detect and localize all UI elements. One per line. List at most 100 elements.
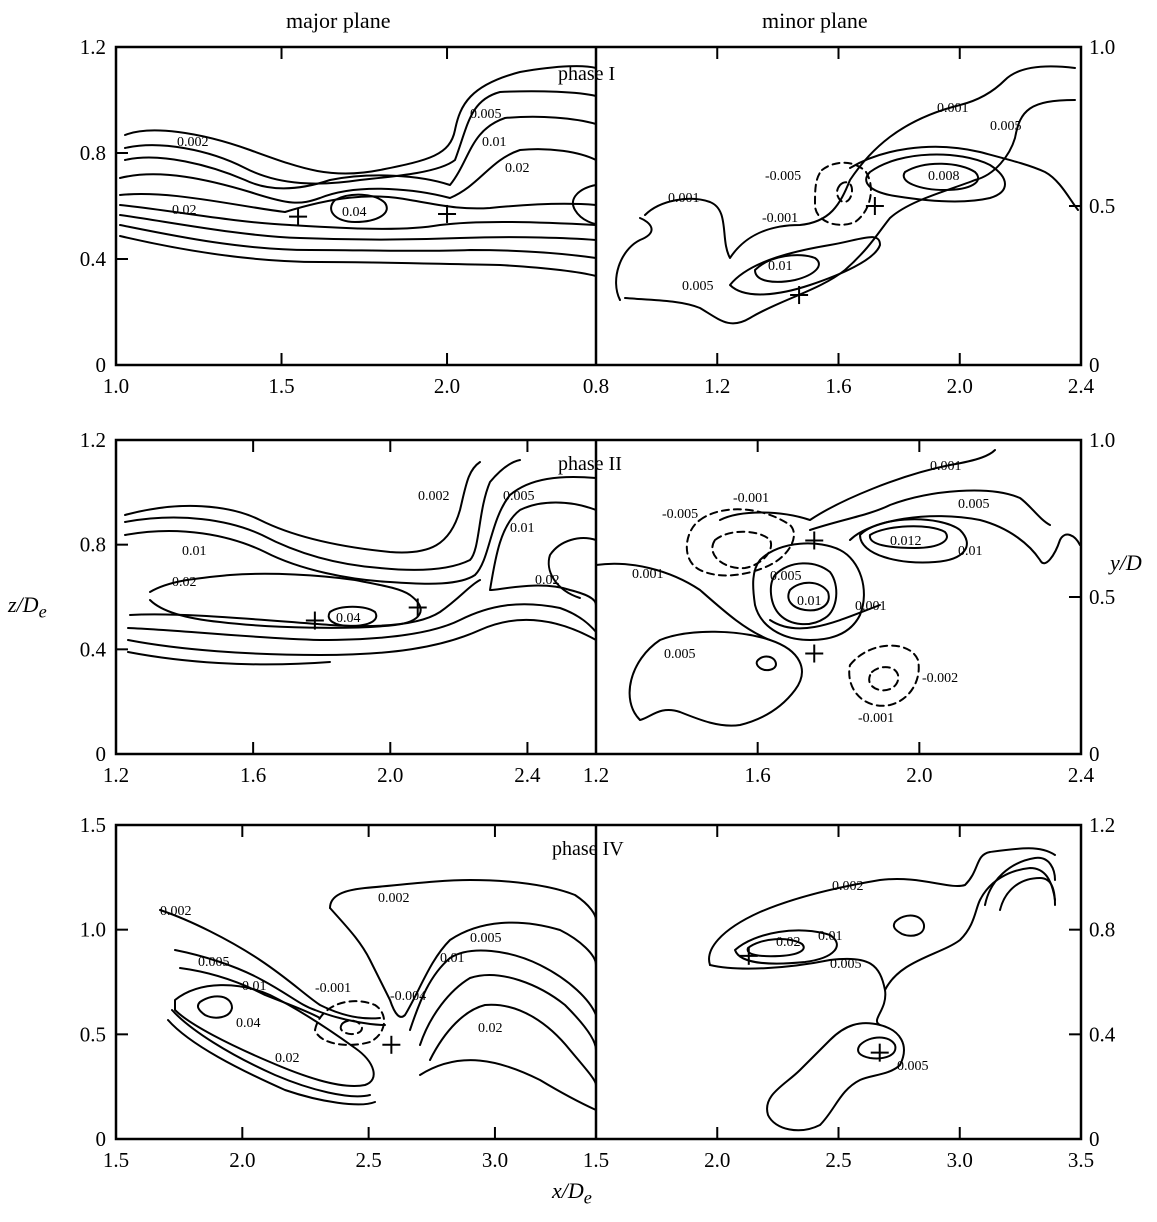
contour-line	[127, 619, 597, 656]
phase-1-minor-contour-label: 0.001	[937, 101, 969, 116]
contour-line	[865, 153, 1006, 203]
phase-2-minor-contour-label: 0.001	[855, 599, 887, 614]
bottom-axis-text: x/D	[552, 1178, 584, 1203]
x-tick-label: 1.6	[825, 374, 851, 398]
phase-4-minor-contour-label: 0.01	[818, 929, 843, 944]
phase-4-minor-contour-label: 0.002	[832, 879, 864, 894]
phase-2-minor-contours: 0.001 0.005 0.012 0.01 -0.005 -0.001 0.0…	[595, 449, 1081, 727]
phase-1-minor-contour-label: 0.005	[990, 119, 1022, 134]
contour-line	[624, 99, 1076, 325]
phase-2-minor-contour-label: -0.005	[662, 507, 698, 522]
x-tick-label: 1.5	[583, 1148, 609, 1172]
phase-1-minor-contour-label: 0.001	[668, 191, 700, 206]
x-tick-label: 0.8	[583, 374, 609, 398]
contour-line	[547, 537, 597, 599]
phase-2-major-contours: 0.002 0.005 0.01 0.02 0.01 0.02 0.04	[124, 459, 597, 666]
contour-line	[836, 181, 853, 203]
phase-4-major-contour-label: 0.005	[198, 955, 230, 970]
contour-line	[902, 162, 980, 191]
phase-1-minor-contour-label: 0.005	[682, 279, 714, 294]
x-tick-label: 3.5	[1068, 1148, 1094, 1172]
x-tick-label: 1.5	[268, 374, 294, 398]
phase-2-minor-contour-label: -0.001	[858, 711, 894, 726]
y-tick-label: 0.4	[1089, 1022, 1116, 1046]
contour-line	[999, 877, 1056, 911]
contour-line	[409, 949, 597, 1031]
phase-4-frame	[114, 823, 1083, 1141]
contour-line	[429, 1003, 597, 1086]
contour-line	[868, 525, 948, 549]
phase-4-major-contour-label: 0.01	[440, 951, 465, 966]
phase-2-frame	[114, 438, 1083, 756]
phase-2-minor-contour-label: 0.005	[664, 647, 696, 662]
phase-1-frame	[114, 45, 1083, 367]
phase-4-minor-contour-label: 0.02	[776, 935, 801, 950]
y-tick-label: 0.8	[80, 533, 106, 557]
contour-line	[884, 867, 1056, 991]
x-tick-label: 2.0	[229, 1148, 255, 1172]
phase-1-major-contour-label: 0.04	[342, 205, 367, 220]
phase-1-major-contour-label: 0.02	[505, 161, 530, 176]
y-tick-label: 0.8	[1089, 918, 1115, 942]
phase-2-major-contour-label: 0.02	[535, 573, 560, 588]
contour-line	[984, 856, 1056, 906]
contour-line	[149, 572, 422, 629]
phase-4-major-contour-label: -0.001	[315, 981, 351, 996]
x-tick-label: 2.0	[906, 763, 932, 787]
contour-line	[572, 184, 597, 225]
phase-4-minor-contour-label: 0.005	[897, 1059, 929, 1074]
x-tick-label: 1.2	[704, 374, 730, 398]
y-tick-label: 0.5	[1089, 194, 1115, 218]
phase-4-label: phase IV	[552, 838, 624, 860]
y-tick-label: 1.2	[80, 428, 106, 452]
phase-2-major-contour-label: 0.04	[336, 611, 361, 626]
contour-line	[339, 1019, 363, 1036]
major-plane-title: major plane	[286, 8, 391, 33]
contour-line	[196, 995, 233, 1019]
contour-line	[179, 967, 321, 1019]
contour-line	[615, 217, 653, 301]
phase-2-major-contour-label: 0.002	[418, 489, 450, 504]
contour-line	[644, 65, 1076, 259]
contour-line	[755, 655, 777, 672]
contour-line	[119, 214, 597, 241]
phase-2-major-contour-label: 0.01	[510, 521, 535, 536]
x-tick-label: 2.0	[434, 374, 460, 398]
contour-line	[685, 508, 795, 577]
contour-line	[119, 224, 597, 259]
y-tick-label: 1.2	[80, 35, 106, 59]
phase-2-major-contour-label: 0.005	[503, 489, 535, 504]
phase-1-minor-contour-label: -0.001	[762, 211, 798, 226]
contour-line	[127, 603, 597, 641]
contour-line	[329, 907, 597, 1018]
phase-4-major-contour-label: -0.004	[390, 989, 426, 1004]
y-tick-label: 1.0	[80, 918, 106, 942]
y-tick-label: 0	[96, 742, 107, 766]
contour-line	[595, 562, 771, 641]
contour-line	[711, 530, 773, 570]
y-tick-label: 0.4	[80, 247, 107, 271]
y-tick-label: 1.0	[1089, 428, 1115, 452]
phase-1-panel: phase I 0.002 0.005 0.01 0.02 0.02 0.0	[114, 45, 1083, 367]
x-tick-label: 3.0	[947, 1148, 973, 1172]
contour-line	[330, 193, 388, 223]
contour-line	[809, 489, 1051, 531]
phase-4-major-contour-label: 0.02	[275, 1051, 300, 1066]
x-tick-label: 2.0	[704, 1148, 730, 1172]
contour-line	[734, 929, 838, 965]
phase-2-minor-contour-label: 0.001	[632, 567, 664, 582]
bottom-axis-title: x/De	[552, 1178, 592, 1208]
contour-line	[766, 1022, 905, 1132]
contour-line	[868, 666, 900, 692]
contour-line	[119, 148, 597, 204]
phase-2-minor-contour-label: 0.01	[958, 544, 983, 559]
x-tick-label: 1.2	[583, 763, 609, 787]
contour-line	[787, 581, 830, 612]
phase-1-major-contour-label: 0.02	[172, 203, 197, 218]
contour-line	[892, 914, 926, 937]
left-axis-subscript: e	[38, 601, 47, 622]
phase-2-minor-contour-label: 0.001	[930, 459, 962, 474]
x-tick-label: 2.0	[377, 763, 403, 787]
x-tick-label: 2.4	[1068, 763, 1095, 787]
